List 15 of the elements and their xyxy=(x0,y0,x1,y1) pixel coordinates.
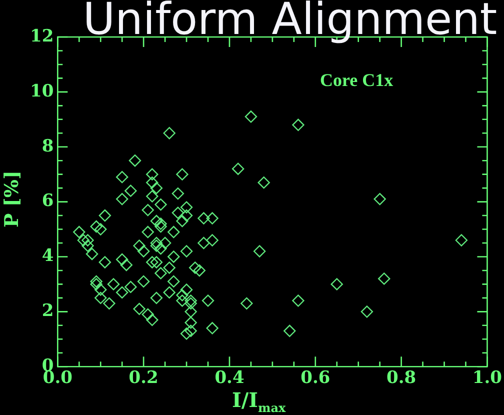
y-tick-label: 8 xyxy=(42,136,54,156)
y-tick-label: 6 xyxy=(42,191,54,212)
x-tick-label: 0.8 xyxy=(386,368,416,388)
y-tick-label: 12 xyxy=(30,26,54,46)
x-tick-label: 0.6 xyxy=(300,368,330,388)
y-tick-label: 10 xyxy=(30,81,54,102)
x-axis-title: I/I$_{max}$ xyxy=(232,388,286,415)
x-tick-label: 0.2 xyxy=(128,368,158,388)
chart-title: Uniform Alignment xyxy=(82,0,498,45)
y-tick-label: 2 xyxy=(42,301,54,322)
x-tick-label: 1.0 xyxy=(472,368,502,388)
y-axis-title: P [%] xyxy=(1,170,23,229)
y-tick-label: 4 xyxy=(42,246,54,266)
annotation: Core C1x xyxy=(320,70,394,91)
x-tick-label: 0.4 xyxy=(214,368,244,388)
